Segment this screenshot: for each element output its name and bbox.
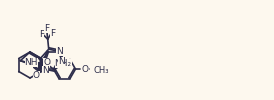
Text: F: F	[39, 30, 44, 39]
Text: F: F	[50, 29, 55, 38]
Text: NH₂: NH₂	[55, 59, 72, 68]
Text: O: O	[33, 71, 40, 80]
Text: CH₃: CH₃	[93, 66, 109, 75]
Text: N: N	[56, 47, 62, 56]
Text: O: O	[43, 58, 50, 67]
Text: O: O	[82, 65, 89, 74]
Text: F: F	[44, 24, 49, 33]
Text: N: N	[58, 57, 65, 66]
Text: N: N	[42, 66, 49, 75]
Text: NH: NH	[25, 58, 38, 67]
Text: S: S	[26, 59, 33, 69]
